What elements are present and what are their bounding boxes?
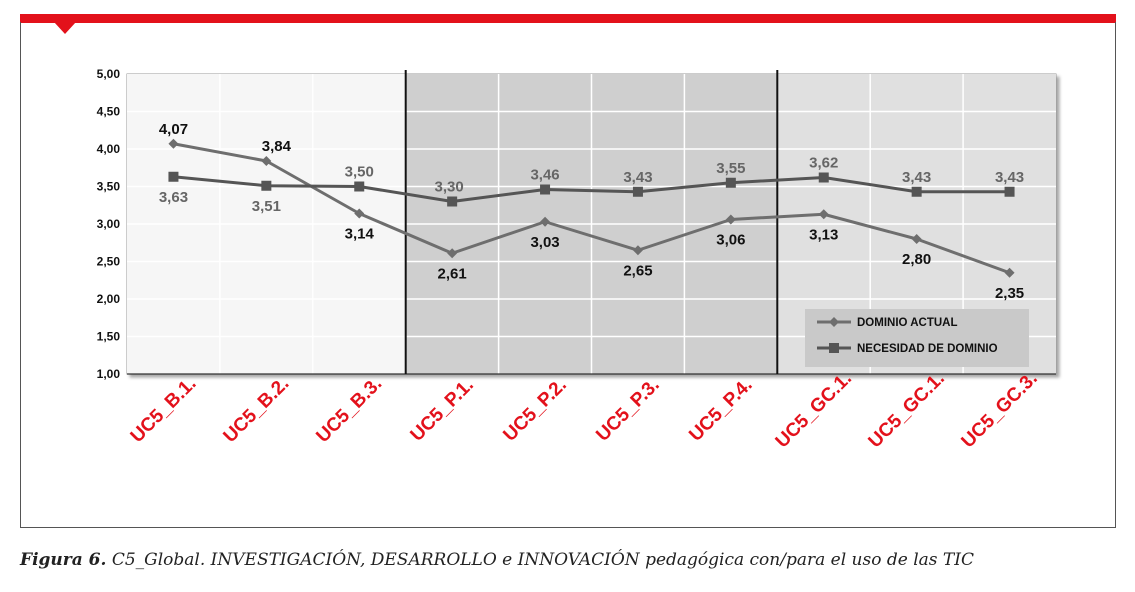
data-label: 3,50 xyxy=(345,164,374,181)
marker-diamond xyxy=(261,156,272,166)
x-tick-label: UC5_P.2. xyxy=(499,374,570,445)
figure-caption: Figura 6. C5_Global. INVESTIGACIÓN, DESA… xyxy=(20,550,974,570)
marker-square xyxy=(261,180,272,191)
marker-square xyxy=(1004,186,1015,197)
band-dividers xyxy=(404,70,779,374)
legend-marker-diamond xyxy=(829,317,839,327)
y-tick-label: 3,50 xyxy=(97,180,121,194)
marker-diamond xyxy=(725,214,736,225)
data-label: 3,43 xyxy=(623,169,652,186)
data-label: 3,62 xyxy=(809,155,838,172)
marker-square xyxy=(354,181,365,192)
data-label: 3,30 xyxy=(435,179,464,196)
data-label: 3,43 xyxy=(902,169,931,186)
marker-diamond xyxy=(447,248,458,259)
y-tick-label: 2,00 xyxy=(97,292,121,306)
y-tick-label: 3,00 xyxy=(97,217,121,231)
marker-square xyxy=(725,177,736,188)
line-chart: 1,00 1,50 2,00 2,50 3,00 3,50 4,00 4,50 5,00 UC5… xyxy=(97,67,1057,452)
data-label: 3,55 xyxy=(716,160,745,177)
y-axis-ticks: 1,00 1,50 2,00 2,50 3,00 3,50 4,00 4,50 5,00 xyxy=(97,67,121,381)
marker-diamond xyxy=(632,245,643,256)
marker-diamond xyxy=(168,138,179,149)
data-label: 4,07 xyxy=(159,121,188,138)
x-tick-label: UC5_P.3. xyxy=(592,374,663,445)
data-label: 3,43 xyxy=(995,169,1024,186)
marker-square xyxy=(447,196,458,207)
data-label: 2,80 xyxy=(902,251,931,268)
legend-label: DOMINIO ACTUAL xyxy=(857,317,958,329)
header-accent-bar xyxy=(20,14,1116,23)
series-lines xyxy=(173,142,1011,275)
x-tick-label: UC5_P.1. xyxy=(407,374,478,445)
x-tick-label: UC5_B.2. xyxy=(220,373,294,447)
y-tick-label: 4,00 xyxy=(97,142,121,156)
data-label: 3,06 xyxy=(716,232,745,249)
data-label: 3,51 xyxy=(252,198,281,215)
marker-diamond xyxy=(1004,267,1015,278)
legend: DOMINIO ACTUAL NECESIDAD DE DOMINIO xyxy=(805,309,1029,367)
x-tick-label: UC5_P.4. xyxy=(685,374,756,445)
data-label: 3,03 xyxy=(530,234,559,251)
legend-label: NECESIDAD DE DOMINIO xyxy=(857,343,998,355)
data-label: 3,46 xyxy=(530,167,559,184)
data-label: 3,84 xyxy=(262,138,292,155)
legend-box xyxy=(805,309,1029,367)
caption-text: C5_Global. INVESTIGACIÓN, DESARROLLO e I… xyxy=(111,550,974,570)
data-label: 3,63 xyxy=(159,189,188,206)
marker-diamond xyxy=(354,208,365,219)
figure-frame xyxy=(20,22,1116,528)
header-accent-notch xyxy=(54,22,76,34)
series-line-2 xyxy=(173,175,1010,203)
x-tick-label: UC5_GC.1. xyxy=(865,368,949,452)
marker-square xyxy=(911,186,922,197)
data-label: 3,14 xyxy=(345,226,375,243)
marker-diamond xyxy=(818,209,829,220)
series-markers xyxy=(168,138,1015,278)
x-axis-ticks: UC5_B.1. UC5_B.2. UC5_B.3. UC5_P.1. UC5_P.2.… xyxy=(127,368,1042,452)
y-tick-label: 4,50 xyxy=(97,105,121,119)
x-tick-label: UC5_B.1. xyxy=(127,373,201,447)
x-tick-label: UC5_GC.1. xyxy=(772,368,856,452)
x-tick-label: UC5_B.3. xyxy=(312,373,386,447)
legend-marker-square xyxy=(829,343,839,353)
y-tick-label: 2,50 xyxy=(97,255,121,269)
data-label: 3,13 xyxy=(809,226,838,243)
data-label: 2,61 xyxy=(438,265,467,282)
y-tick-label: 1,00 xyxy=(97,367,121,381)
data-labels: 4,07 3,84 3,14 2,61 3,03 2,65 3,06 3,13 2,80 2,35… xyxy=(159,121,1024,302)
x-tick-label: UC5_GC.3. xyxy=(958,368,1042,452)
y-tick-label: 5,00 xyxy=(97,67,121,81)
marker-square xyxy=(540,184,551,195)
marker-diamond xyxy=(540,216,551,227)
data-label: 2,65 xyxy=(623,262,652,279)
marker-diamond xyxy=(911,234,922,244)
marker-square xyxy=(168,171,179,182)
y-tick-label: 1,50 xyxy=(97,330,121,344)
data-label: 2,35 xyxy=(995,285,1024,302)
marker-square xyxy=(818,172,829,183)
marker-square xyxy=(632,186,643,197)
caption-label: Figura 6. xyxy=(20,550,107,570)
